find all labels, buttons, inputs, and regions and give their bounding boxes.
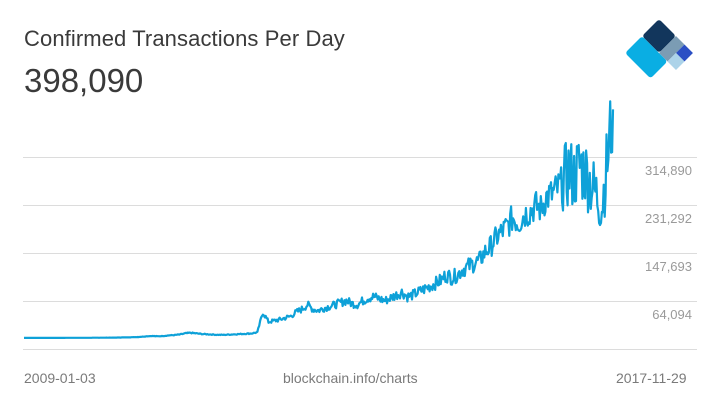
logo-tile-grey [659,36,685,62]
series-line [23,100,615,339]
logo-tile-dark [643,20,675,52]
series-points [23,109,614,338]
y-tick-labels: 314,890 231,292 147,693 64,094 [645,163,692,322]
y-tick-label: 64,094 [652,307,692,322]
current-value: 398,090 [24,62,144,99]
x-start-label: 2009-01-03 [24,370,96,386]
y-tick-label: 147,693 [645,259,692,274]
chart-title: Confirmed Transactions Per Day [24,26,345,51]
x-end-label: 2017-11-29 [616,370,687,386]
y-tick-label: 314,890 [645,163,692,178]
blockchain-logo [626,20,693,78]
y-tick-label: 231,292 [645,211,692,226]
source-link[interactable]: blockchain.info/charts [283,370,418,386]
logo-tile-cyan [626,37,667,78]
